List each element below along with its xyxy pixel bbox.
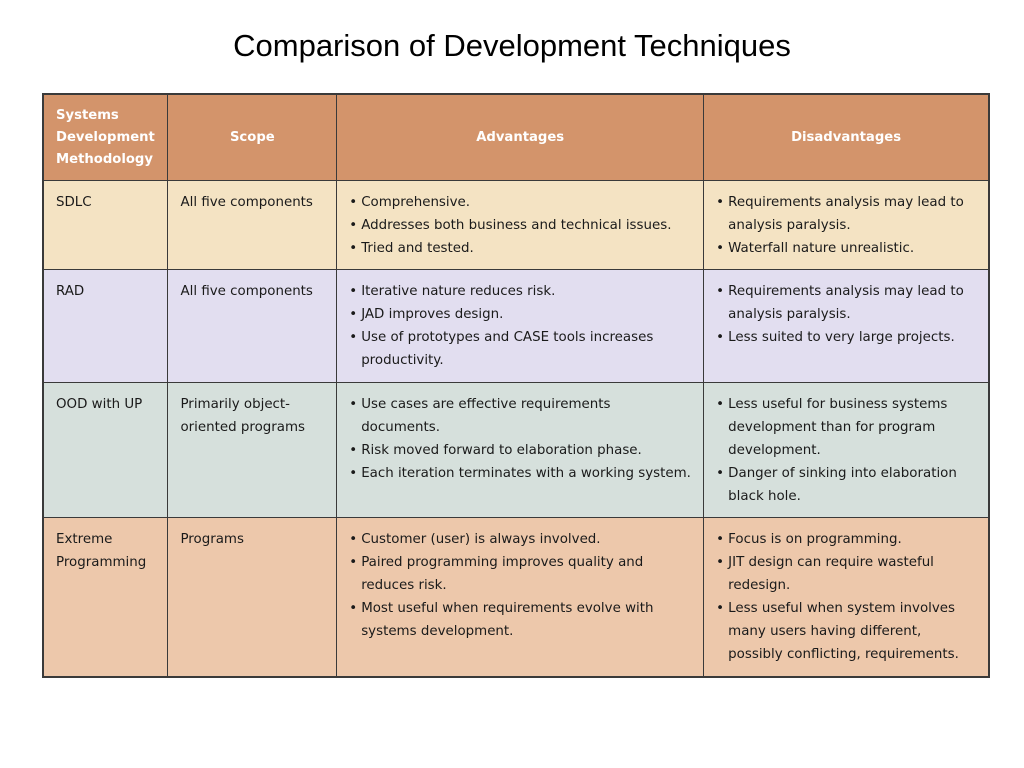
list-item: JAD improves design. [349,303,692,326]
disadvantages-cell: Requirements analysis may lead to analys… [703,180,990,270]
list-item: Paired programming improves quality and … [349,551,692,597]
list-item: Danger of sinking into elaboration black… [716,462,977,508]
disadvantages-cell: Less useful for business systems develop… [703,382,990,518]
disadvantages-cell: Focus is on programming. JIT design can … [703,517,990,678]
methodology-cell: SDLC [42,180,169,270]
header-scope: Scope [167,93,338,181]
list-item: Addresses both business and technical is… [349,214,692,237]
list-item: Use cases are effective requirements doc… [349,393,692,439]
list-item: Requirements analysis may lead to analys… [716,280,977,326]
list-item: Use of prototypes and CASE tools increas… [349,326,692,372]
header-advantages: Advantages [336,93,705,181]
methodology-cell: Extreme Programming [42,517,169,678]
list-item: JIT design can require wasteful redesign… [716,551,977,597]
table-row: SDLC All five components Comprehensive. … [42,180,990,270]
advantages-cell: Comprehensive. Addresses both business a… [336,180,705,270]
header-row: Systems Development Methodology Scope Ad… [42,93,990,181]
list-item: Focus is on programming. [716,528,977,551]
list-item: Waterfall nature unrealistic. [716,237,977,260]
list-item: Tried and tested. [349,237,692,260]
list-item: Requirements analysis may lead to analys… [716,191,977,237]
methodology-cell: RAD [42,269,169,383]
advantages-cell: Customer (user) is always involved. Pair… [336,517,705,678]
disadvantages-cell: Requirements analysis may lead to analys… [703,269,990,383]
list-item: Customer (user) is always involved. [349,528,692,551]
methodology-cell: OOD with UP [42,382,169,518]
header-disadvantages: Disadvantages [703,93,990,181]
scope-cell: Primarily object-oriented programs [167,382,338,518]
list-item: Risk moved forward to elaboration phase. [349,439,692,462]
scope-cell: All five components [167,180,338,270]
scope-cell: All five components [167,269,338,383]
scope-cell: Programs [167,517,338,678]
table-row: Extreme Programming Programs Customer (u… [42,517,990,678]
list-item: Less useful for business systems develop… [716,393,977,462]
list-item: Less suited to very large projects. [716,326,977,349]
list-item: Each iteration terminates with a working… [349,462,692,485]
table-row: OOD with UP Primarily object-oriented pr… [42,382,990,518]
list-item: Comprehensive. [349,191,692,214]
list-item: Iterative nature reduces risk. [349,280,692,303]
table-row: RAD All five components Iterative nature… [42,269,990,383]
advantages-cell: Iterative nature reduces risk. JAD impro… [336,269,705,383]
header-methodology: Systems Development Methodology [42,93,169,181]
list-item: Most useful when requirements evolve wit… [349,597,692,643]
list-item: Less useful when system involves many us… [716,597,977,666]
comparison-table: Systems Development Methodology Scope Ad… [42,93,990,678]
slide-title: Comparison of Development Techniques [233,28,791,63]
advantages-cell: Use cases are effective requirements doc… [336,382,705,518]
